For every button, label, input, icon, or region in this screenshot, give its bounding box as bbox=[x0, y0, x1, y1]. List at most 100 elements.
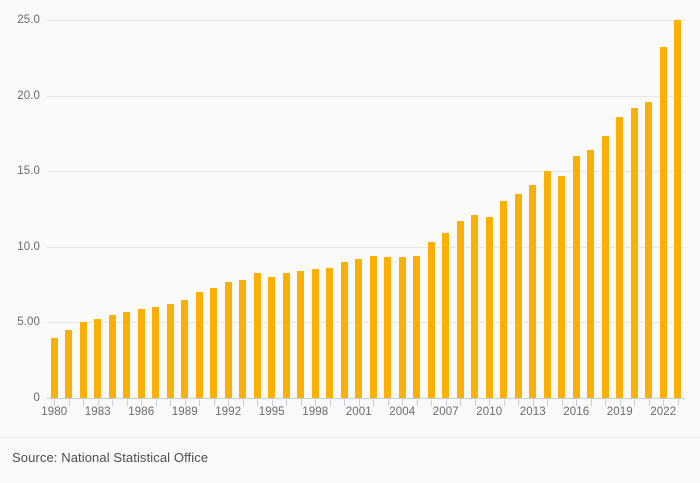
x-axis-tick bbox=[532, 399, 534, 406]
bar bbox=[384, 257, 392, 398]
x-axis-tick-label: 2016 bbox=[563, 406, 590, 418]
x-axis-tick bbox=[68, 399, 70, 406]
gridline bbox=[47, 246, 685, 248]
bar bbox=[616, 116, 624, 398]
x-axis-tick bbox=[619, 399, 621, 406]
x-axis-tick bbox=[503, 399, 505, 406]
x-axis-tick-label: 2010 bbox=[476, 406, 503, 418]
x-axis-tick bbox=[518, 399, 520, 406]
y-axis-tick-label: 10.0 bbox=[17, 240, 40, 253]
bar bbox=[65, 329, 73, 398]
x-axis-tick bbox=[184, 399, 186, 406]
x-axis-tick bbox=[97, 399, 99, 406]
x-axis-tick-label: 2004 bbox=[389, 406, 416, 418]
x-axis-tick bbox=[416, 399, 418, 406]
x-axis-tick bbox=[112, 399, 114, 406]
bar bbox=[601, 136, 609, 398]
bar bbox=[355, 258, 363, 398]
x-axis-tick bbox=[373, 399, 375, 406]
x-axis-tick-label: 2019 bbox=[606, 406, 633, 418]
y-axis-tick-label: 5.00 bbox=[17, 316, 40, 329]
x-axis-tick bbox=[315, 399, 317, 406]
x-axis-tick bbox=[213, 399, 215, 406]
x-axis-tick bbox=[648, 399, 650, 406]
bar bbox=[152, 307, 160, 398]
bar bbox=[514, 193, 522, 398]
x-axis-tick-label: 1998 bbox=[302, 406, 329, 418]
x-axis-tick bbox=[590, 399, 592, 406]
bar bbox=[558, 175, 566, 398]
y-axis-tick-label: 25.0 bbox=[17, 14, 40, 26]
gridline bbox=[47, 171, 685, 173]
x-axis-tick bbox=[663, 399, 665, 406]
x-axis-tick-label: 1992 bbox=[215, 406, 242, 418]
bar bbox=[50, 337, 58, 398]
footer-divider bbox=[0, 437, 700, 438]
x-axis-tick bbox=[228, 399, 230, 406]
x-axis-tick bbox=[677, 399, 679, 406]
bar bbox=[630, 107, 638, 398]
y-axis-tick-label: 15.0 bbox=[17, 165, 40, 178]
bar bbox=[674, 20, 682, 398]
bar bbox=[413, 255, 421, 398]
x-axis-tick bbox=[445, 399, 447, 406]
x-axis-tick bbox=[344, 399, 346, 406]
x-axis-tick bbox=[329, 399, 331, 406]
x-axis-tick bbox=[83, 399, 85, 406]
x-axis-tick-label: 1989 bbox=[171, 406, 198, 418]
bar bbox=[587, 150, 595, 398]
bar bbox=[181, 299, 189, 398]
gridline bbox=[47, 20, 685, 21]
x-axis-tick bbox=[576, 399, 578, 406]
x-axis-tick bbox=[474, 399, 476, 406]
bar bbox=[210, 287, 218, 398]
x-axis-tick bbox=[489, 399, 491, 406]
bar bbox=[239, 280, 247, 398]
x-axis-tick bbox=[547, 399, 549, 406]
plot-area bbox=[47, 20, 685, 398]
x-axis-tick bbox=[170, 399, 172, 406]
bar bbox=[645, 101, 653, 398]
bar bbox=[123, 311, 131, 398]
x-axis-tick bbox=[271, 399, 273, 406]
x-axis-tick bbox=[634, 399, 636, 406]
bar bbox=[529, 184, 537, 398]
bar bbox=[137, 308, 145, 398]
y-axis-tick-label: 20.0 bbox=[17, 89, 40, 102]
y-axis: 0 5.00 10.0 15.0 20.0 25.0 bbox=[0, 14, 40, 404]
bar bbox=[268, 277, 276, 398]
x-axis-tick bbox=[605, 399, 607, 406]
x-axis-tick bbox=[242, 399, 244, 406]
x-axis-tick-label: 2001 bbox=[345, 406, 372, 418]
x-axis-tick-label: 2022 bbox=[650, 406, 677, 418]
bar bbox=[326, 267, 334, 398]
bar bbox=[282, 272, 290, 398]
gridline bbox=[47, 95, 685, 97]
source-note: Source: National Statistical Office bbox=[12, 450, 209, 465]
bar bbox=[311, 269, 319, 398]
bar bbox=[297, 271, 305, 398]
bar bbox=[471, 215, 479, 398]
x-axis-tick bbox=[300, 399, 302, 406]
bar bbox=[442, 233, 450, 398]
x-axis-tick bbox=[358, 399, 360, 406]
gridlines bbox=[47, 20, 685, 398]
bar bbox=[224, 281, 232, 398]
x-axis-tick-label: 1995 bbox=[258, 406, 285, 418]
bar bbox=[456, 221, 464, 398]
x-axis-tick bbox=[54, 399, 56, 406]
bar bbox=[79, 322, 87, 398]
bar-series bbox=[47, 20, 685, 398]
x-axis-tick bbox=[199, 399, 201, 406]
x-axis-tick bbox=[460, 399, 462, 406]
bar bbox=[340, 261, 348, 398]
y-axis-tick-label: 0 bbox=[33, 392, 40, 404]
x-axis-tick-label: 1980 bbox=[41, 406, 68, 418]
bar bbox=[485, 216, 493, 398]
x-axis-tick-label: 1986 bbox=[128, 406, 155, 418]
x-axis-tick bbox=[155, 399, 157, 406]
x-axis-tick bbox=[257, 399, 259, 406]
x-axis-tick bbox=[431, 399, 433, 406]
x-axis-tick bbox=[126, 399, 128, 406]
